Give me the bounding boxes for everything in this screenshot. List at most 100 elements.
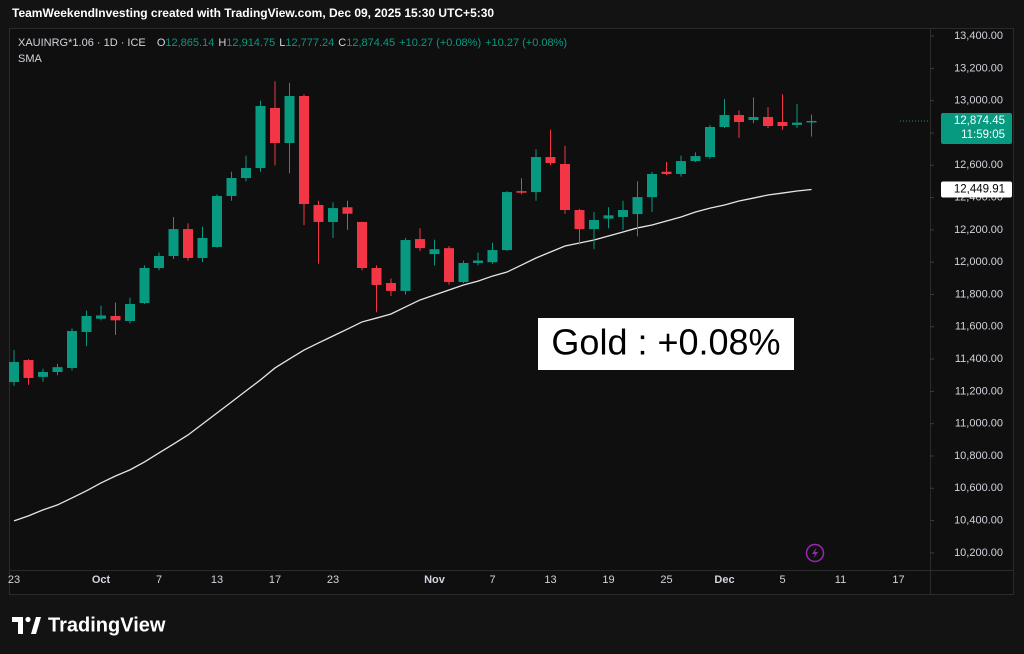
x-tick-label: 7 (489, 574, 495, 586)
x-tick-label: 13 (211, 574, 223, 586)
candle-body (502, 192, 512, 251)
countdown: 11:59:05 (961, 129, 1005, 141)
alert-icon (805, 543, 825, 563)
sma-price-label: 12,449.91 (954, 184, 1005, 196)
annotation: Gold : +0.08% (551, 322, 780, 363)
candle-body (23, 360, 34, 378)
x-tick-label: Nov (424, 574, 446, 586)
candle-body (473, 260, 483, 263)
y-tick-label: 11,400.00 (955, 353, 1003, 365)
y-tick-label: 13,400.00 (954, 30, 1003, 42)
annotation-box (538, 318, 794, 370)
change-alt: +10.27 (+0.08%) (485, 37, 567, 49)
ohlc-value: 12,914.75 (226, 37, 275, 49)
candle-body (371, 267, 382, 285)
candle-body (212, 195, 222, 247)
candle-body (197, 237, 208, 258)
y-tick-label: 10,800.00 (954, 450, 1003, 462)
y-tick-label: 12,600.00 (954, 159, 1003, 171)
candle-body (734, 115, 744, 122)
candle-body (705, 127, 715, 158)
y-tick-label: 13,200.00 (954, 62, 1003, 74)
candle-body (139, 267, 150, 304)
change: +10.27 (+0.08%) (399, 37, 481, 49)
candle-body (313, 205, 324, 222)
y-tick-label: 11,800.00 (955, 288, 1003, 300)
candle-body (255, 106, 266, 169)
x-tick-label: 17 (269, 574, 281, 586)
candle-body (444, 248, 454, 283)
ohlc-key: H (218, 37, 226, 49)
candle-body (342, 207, 353, 214)
candle-body (618, 210, 628, 217)
candle-body (154, 256, 164, 268)
candle-body (719, 115, 730, 128)
candle-body (284, 95, 295, 143)
ohlc-value: 12,874.45 (346, 37, 395, 49)
plot: 10,200.00 10,400.00 10,600.00 10,800.00 11,0… (8, 30, 1012, 586)
candle-body (806, 120, 817, 123)
x-tick-label: 5 (779, 574, 785, 586)
candle-body (241, 168, 251, 179)
y-tick-label: 11,000.00 (955, 418, 1003, 430)
candle-body (9, 361, 19, 383)
x-tick-label: 19 (602, 574, 614, 586)
x-tick-label: 23 (8, 574, 20, 586)
candle-body (81, 315, 92, 332)
candle-body (110, 315, 121, 321)
y-tick-label: 11,200.00 (955, 385, 1003, 397)
x-tick-label: 25 (660, 574, 672, 586)
ohlc-value: 12,865.14 (165, 37, 214, 49)
candle-body (96, 315, 106, 319)
y-tick-label: 10,600.00 (954, 482, 1003, 494)
last-price-box (941, 112, 1012, 144)
candle-body (38, 371, 48, 377)
ohlc-line: XAUINRG*1.06 · 1D · ICE O12,865.14 H12,91… (18, 37, 567, 49)
candle-body (690, 156, 701, 162)
candle-body (603, 215, 614, 219)
x-tick-label: Dec (714, 574, 734, 586)
candle-body (67, 330, 77, 368)
x-tick-label: 13 (544, 574, 556, 586)
ohlc-value: 12,777.24 (285, 37, 334, 49)
x-tick-label: Oct (92, 574, 111, 586)
candle-body (357, 221, 367, 268)
y-tick-label: 10,200.00 (954, 547, 1003, 559)
chart-frame (9, 28, 1014, 595)
candle-body (415, 239, 425, 249)
candle-body (52, 367, 63, 372)
brand: TradingView (48, 614, 166, 636)
candle-body (183, 229, 193, 258)
candle-body (386, 283, 396, 291)
candle-body (647, 173, 657, 198)
candle-body (589, 220, 599, 230)
symbol: XAUINRG*1.06 · 1D · ICE (18, 37, 146, 49)
candle-body (487, 250, 498, 263)
sma-legend: SMA (18, 53, 43, 65)
y-tick-label: 11,600.00 (955, 321, 1003, 333)
x-tick-label: 7 (156, 574, 162, 586)
candle-body (270, 107, 280, 143)
y-tick-label: 10,400.00 (954, 514, 1003, 526)
candle-body (661, 171, 672, 174)
candle-body (400, 240, 411, 291)
y-tick-label: 13,000.00 (954, 95, 1003, 107)
candle-body (545, 157, 556, 164)
ohlc-key: C (338, 37, 346, 49)
x-tick-label: 17 (892, 574, 904, 586)
y-tick-label: 12,000.00 (954, 256, 1003, 268)
sma-line (13, 188, 812, 522)
candle-body (299, 95, 309, 205)
candle-body (328, 208, 338, 222)
candle-body (676, 161, 686, 174)
ohlc-key: L (279, 37, 285, 49)
candle-body (125, 304, 135, 321)
ohlc-header: XAUINRG*1.06 · 1D · ICE O12,865.14 H12,91… (18, 37, 567, 65)
candle-body (574, 210, 585, 230)
credit: TeamWeekendInvesting created with Tradin… (12, 6, 494, 20)
x-tick-label: 23 (327, 574, 339, 586)
brand-logo (12, 616, 41, 634)
candle-body (792, 122, 802, 125)
